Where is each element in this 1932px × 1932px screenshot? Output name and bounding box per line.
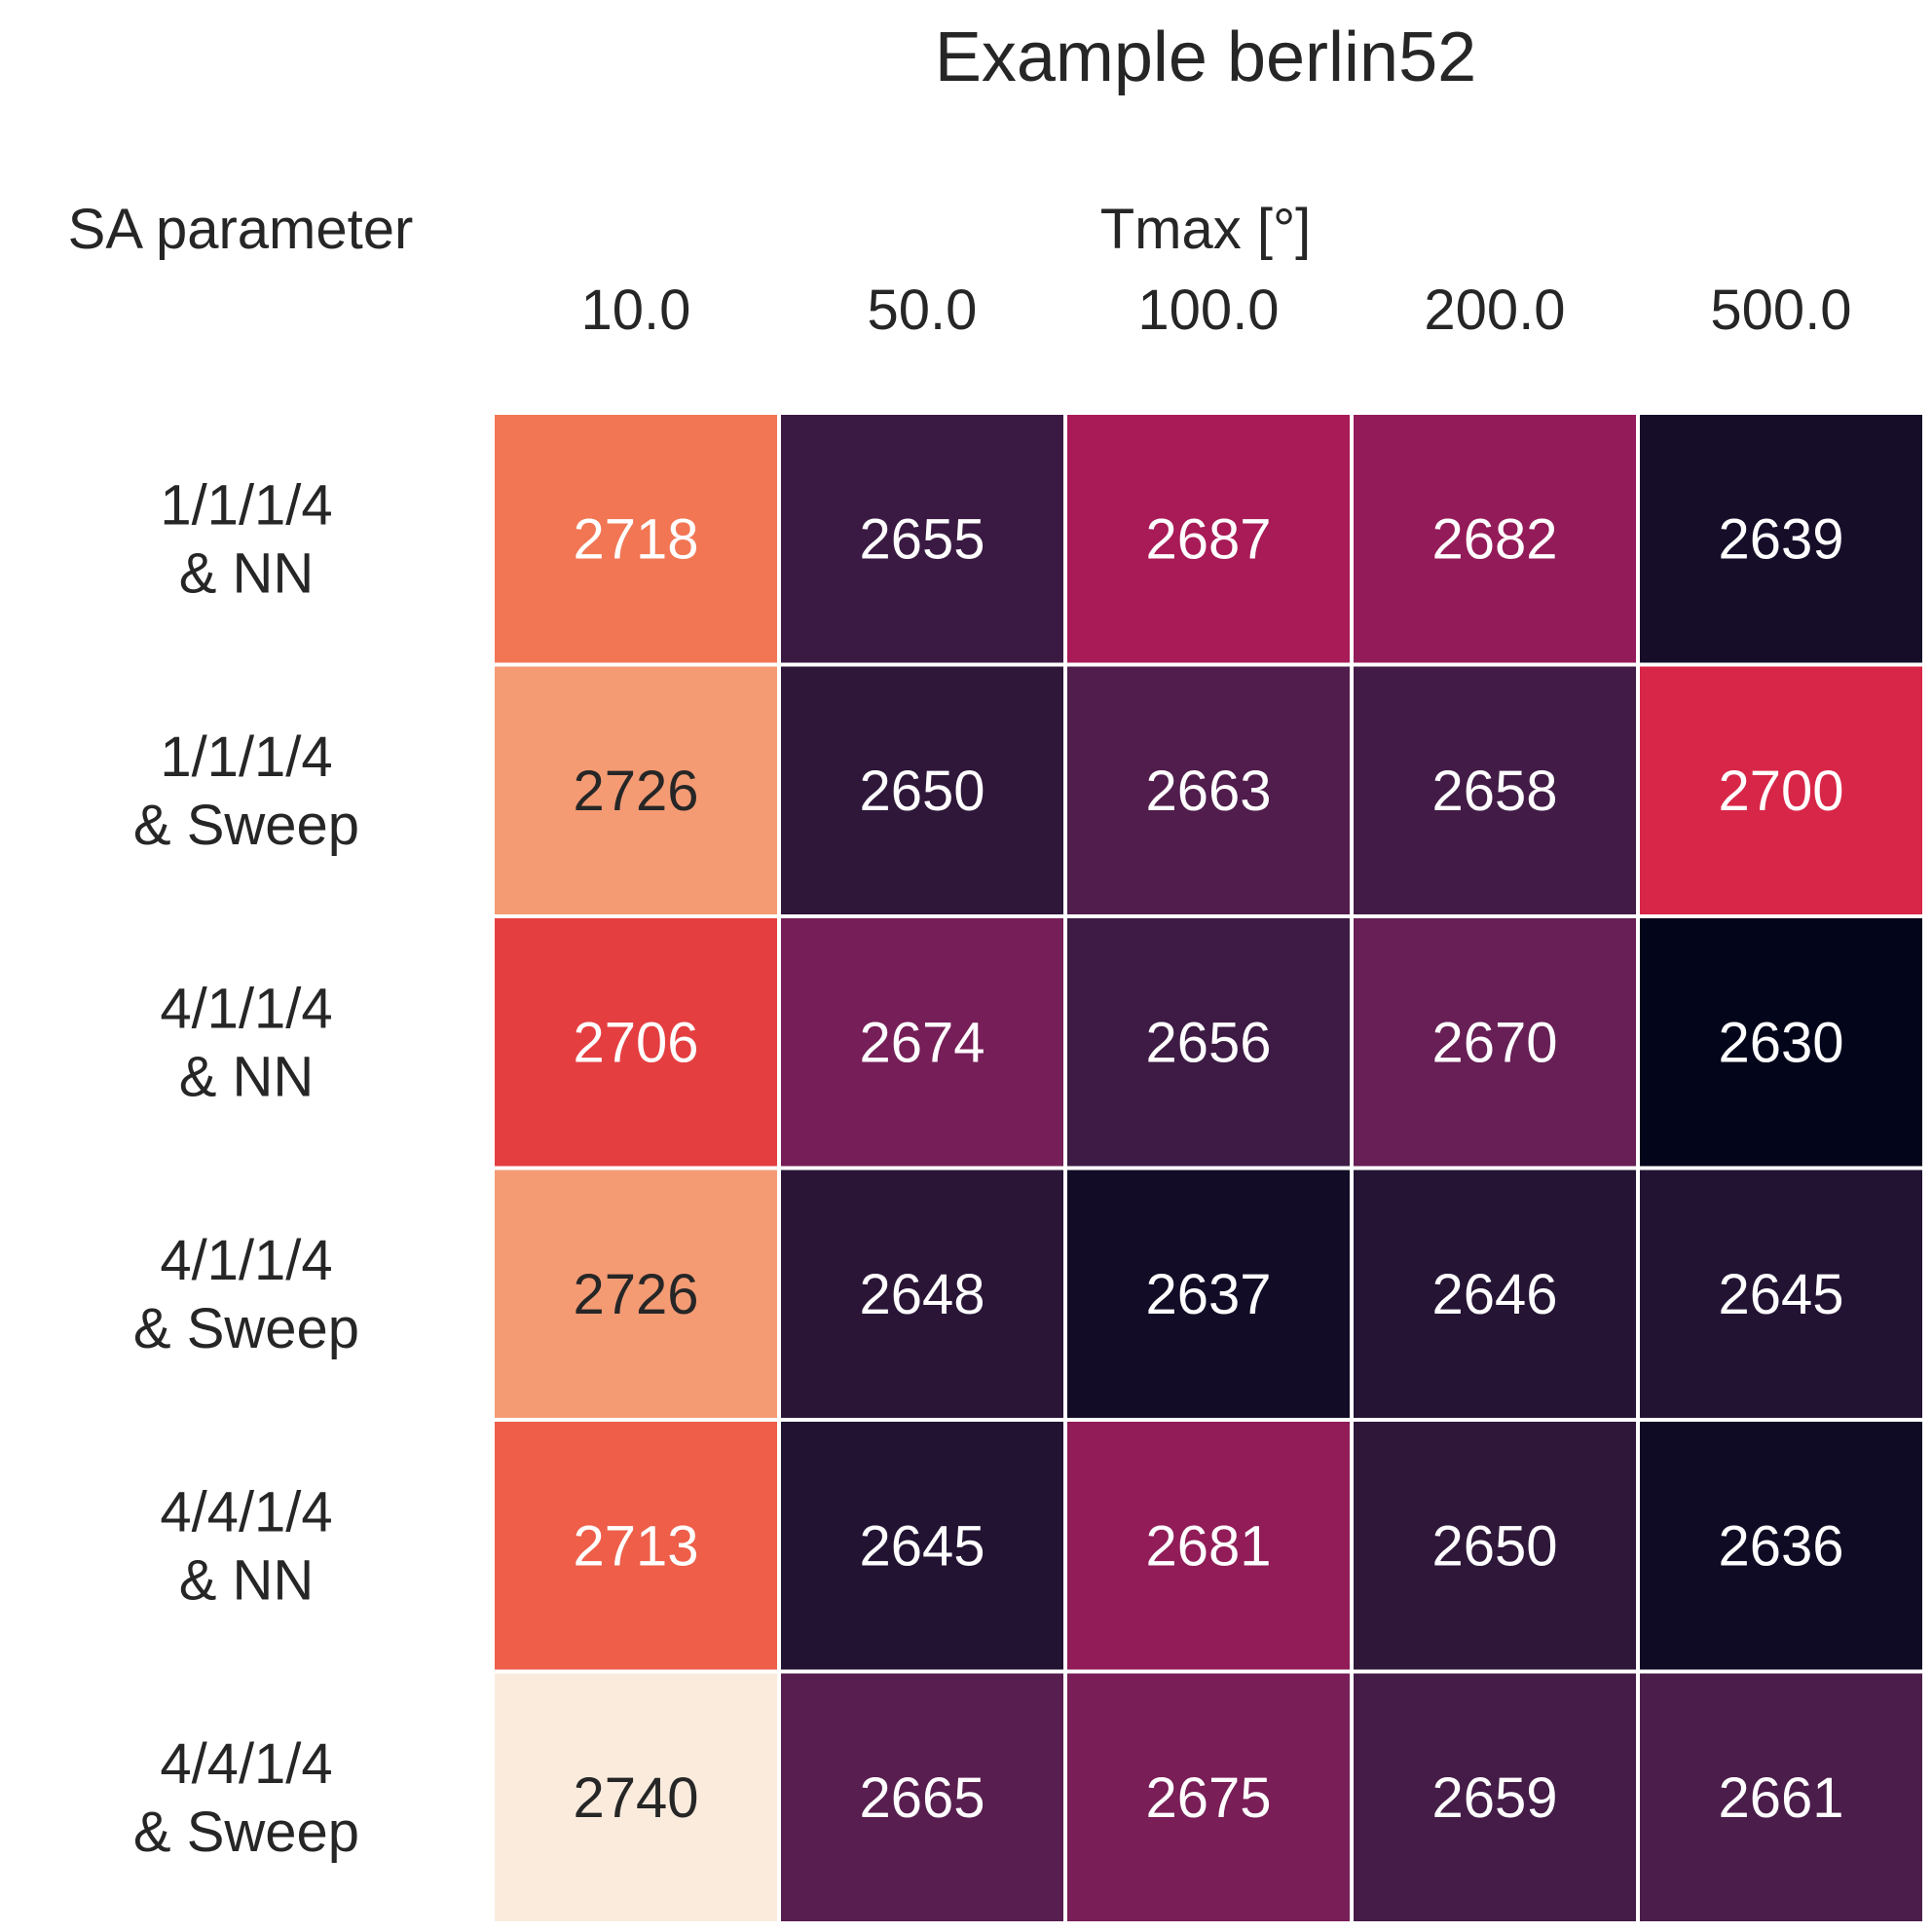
cell-value-label: 2665 (859, 1766, 985, 1830)
heatmap-cell (491, 1166, 781, 1422)
cell-value-label: 2682 (1431, 507, 1557, 571)
cell-value-label: 2675 (1145, 1766, 1271, 1830)
y-tick-label: 4/1/1/4 & NN (160, 977, 332, 1108)
cell-value-label: 2661 (1718, 1766, 1843, 1830)
heatmap-cell (777, 411, 1067, 667)
cell-value-label: 2674 (859, 1011, 985, 1074)
cell-value-label: 2706 (573, 1011, 698, 1074)
cell-value-label: 2663 (1145, 760, 1271, 823)
y-tick-label: 1/1/1/4 & Sweep (133, 725, 359, 857)
y-tick-label-line: & NN (179, 1045, 315, 1108)
y-tick-label: 4/1/1/4 & Sweep (133, 1229, 359, 1360)
heatmap-cell (1350, 914, 1640, 1170)
x-tick-label: 10.0 (581, 279, 691, 342)
heatmap-cell (491, 662, 781, 918)
heatmap-cell (1636, 1166, 1926, 1422)
cell-value-label: 2659 (1431, 1766, 1557, 1830)
cell-value-label: 2630 (1718, 1011, 1843, 1074)
cell-value-label: 2713 (573, 1514, 698, 1578)
y-tick-label-line: & NN (179, 541, 315, 605)
heatmap-cell (1636, 914, 1926, 1170)
x-tick-label: 100.0 (1137, 279, 1279, 342)
heatmap-cell (777, 1418, 1067, 1674)
cell-value-label: 2740 (573, 1766, 698, 1830)
heatmap-cell (777, 1166, 1067, 1422)
heatmap-cell (1063, 1166, 1354, 1422)
y-tick-label-line: 1/1/1/4 (160, 725, 332, 789)
heatmap-cell (777, 1669, 1067, 1925)
cell-value-label: 2650 (859, 760, 985, 823)
cell-value-label: 2726 (573, 1263, 698, 1326)
cell-value-label: 2655 (859, 507, 985, 571)
cell-value-label: 2687 (1145, 507, 1271, 571)
y-axis-label: SA parameter (68, 198, 414, 261)
cell-value-label: 2681 (1145, 1514, 1271, 1578)
x-tick-label: 200.0 (1424, 279, 1565, 342)
cell-value-label: 2700 (1718, 760, 1843, 823)
y-tick-label-line: & Sweep (133, 1297, 359, 1360)
y-tick-label-line: 4/1/1/4 (160, 977, 332, 1040)
cell-value-label: 2656 (1145, 1011, 1271, 1074)
y-tick-label: 1/1/1/4 & NN (160, 473, 332, 605)
heatmap-cell (1636, 1418, 1926, 1674)
x-axis-label: Tmax [°] (1100, 198, 1312, 261)
cell-value-label: 2658 (1431, 760, 1557, 823)
cell-value-label: 2726 (573, 760, 698, 823)
cell-value-label: 2637 (1145, 1263, 1271, 1326)
y-tick-label-line: 4/4/1/4 (160, 1480, 332, 1543)
heatmap-cell (1636, 1669, 1926, 1925)
x-tick-label: 50.0 (868, 279, 978, 342)
heatmap-cells: 2718 2655 2687 2682 2639 2726 2650 2663 2658 2700… (491, 411, 1926, 1925)
y-tick-label: 4/4/1/4 & NN (160, 1480, 332, 1612)
heatmap-cell (777, 914, 1067, 1170)
x-tick-label: 500.0 (1710, 279, 1851, 342)
heatmap-cell (1350, 411, 1640, 667)
y-tick-label-line: 1/1/1/4 (160, 473, 332, 537)
heatmap-cell (1063, 1418, 1354, 1674)
heatmap-cell (491, 411, 781, 667)
heatmap-cell (1350, 1166, 1640, 1422)
y-tick-label-line: & NN (179, 1548, 315, 1612)
cell-value-label: 2645 (1718, 1263, 1843, 1326)
cell-value-label: 2670 (1431, 1011, 1557, 1074)
cell-value-label: 2646 (1431, 1263, 1557, 1326)
y-tick-label: 4/4/1/4 & Sweep (133, 1732, 359, 1864)
cell-value-label: 2648 (859, 1263, 985, 1326)
cell-value-label: 2639 (1718, 507, 1843, 571)
heatmap-cell (1063, 662, 1354, 918)
y-tick-label-line: & Sweep (133, 794, 359, 857)
cell-value-label: 2718 (573, 507, 698, 571)
y-tick-label-line: 4/4/1/4 (160, 1732, 332, 1796)
cell-value-label: 2650 (1431, 1514, 1557, 1578)
cell-value-label: 2636 (1718, 1514, 1843, 1578)
heatmap-cell (1636, 662, 1926, 918)
heatmap-cell (491, 1418, 781, 1674)
heatmap-cell (1350, 1669, 1640, 1925)
heatmap-cell (1063, 1669, 1354, 1925)
chart-title: Example berlin52 (935, 19, 1476, 96)
y-tick-label-line: & Sweep (133, 1801, 359, 1864)
y-tick-label-line: 4/1/1/4 (160, 1229, 332, 1292)
cell-value-label: 2645 (859, 1514, 985, 1578)
x-tick-labels: 10.0 50.0 100.0 200.0 500.0 (581, 279, 1852, 342)
heatmap-cell (1063, 411, 1354, 667)
